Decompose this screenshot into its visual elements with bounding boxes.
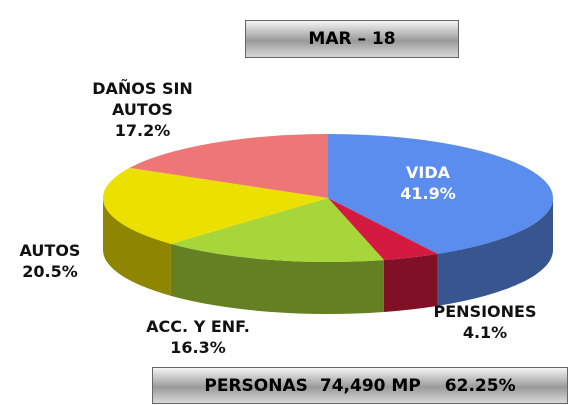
slice-side (170, 243, 384, 314)
category-label: AUTOS (19, 241, 81, 260)
slice-label: VIDA 41.9% (368, 162, 488, 204)
footer-box: PERSONAS 74,490 MP 62.25% (152, 367, 568, 404)
slice-label: DAÑOS SIN AUTOS 17.2% (80, 78, 205, 141)
slice (129, 134, 328, 198)
slice (170, 198, 384, 262)
chart-title: MAR – 18 (308, 29, 396, 49)
category-label: DAÑOS SIN AUTOS (92, 79, 193, 119)
slice (103, 167, 328, 244)
footer-amount: 74,490 MP (319, 375, 421, 396)
footer-share: 62.25% (444, 375, 516, 396)
slice-label: PENSIONES 4.1% (400, 301, 569, 343)
value-label: 16.3% (170, 338, 226, 357)
category-label: PENSIONES (433, 302, 537, 321)
slice (328, 134, 554, 254)
value-label: 41.9% (400, 184, 456, 203)
title-box: MAR – 18 (245, 20, 459, 58)
slice-side (437, 198, 553, 306)
footer-label: PERSONAS (204, 375, 308, 396)
value-label: 17.2% (114, 121, 171, 140)
slice-label: ACC. Y ENF. 16.3% (118, 316, 278, 358)
slice-label: AUTOS 20.5% (0, 240, 100, 282)
category-label: VIDA (406, 163, 450, 182)
slice (328, 198, 438, 260)
category-label: ACC. Y ENF. (146, 317, 250, 336)
slice-side (103, 198, 171, 296)
value-label: 20.5% (22, 262, 78, 281)
slice-side (383, 253, 438, 312)
value-label: 4.1% (462, 323, 508, 342)
